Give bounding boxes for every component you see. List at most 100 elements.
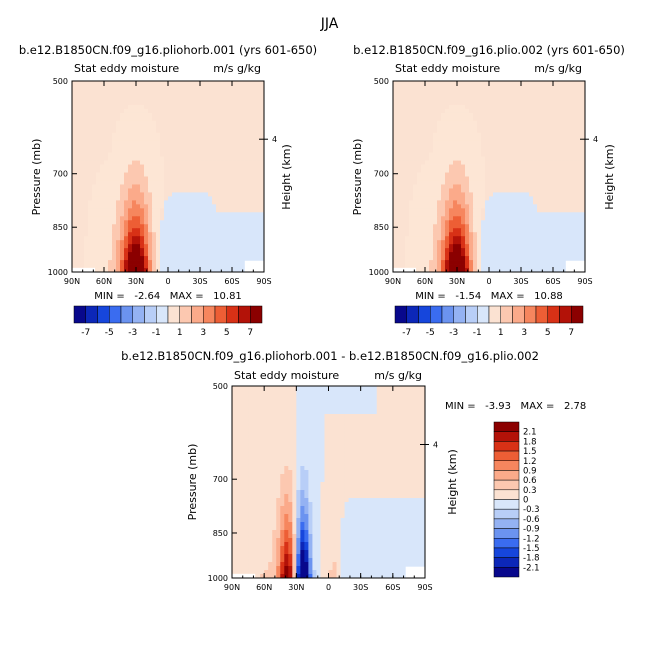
contour-cell (92, 208, 97, 213)
contour-cell (260, 152, 265, 158)
contour-cell (465, 216, 470, 221)
contour-cell (152, 188, 157, 193)
contour-cell (96, 180, 101, 185)
contour-cell (248, 81, 253, 86)
contour-cell (208, 216, 213, 221)
contour-cell (164, 220, 169, 225)
contour-cell (437, 164, 442, 169)
contour-cell (248, 144, 253, 150)
contour-cell (84, 232, 89, 237)
contour-cell (397, 148, 402, 154)
contour-cell (108, 244, 113, 249)
contour-cell (521, 192, 526, 197)
contour-cell (92, 212, 97, 217)
contour-cell (397, 220, 402, 225)
contour-cell (577, 164, 582, 169)
contour-cell (517, 88, 522, 94)
contour-cell (409, 160, 414, 165)
contour-cell (461, 220, 466, 225)
contour-cell (401, 148, 406, 154)
contour-cell (489, 124, 494, 130)
contour-cell (232, 386, 237, 391)
contour-cell (573, 216, 578, 221)
contour-cell (140, 100, 145, 106)
contour-cell (184, 224, 189, 229)
contour-cell (505, 240, 510, 245)
contour-cell (489, 164, 494, 169)
contour-cell (216, 260, 221, 265)
contour-cell (557, 208, 562, 213)
contour-cell (465, 172, 470, 177)
contour-cell (461, 256, 466, 261)
contour-cell (76, 100, 81, 106)
contour-cell (216, 248, 221, 253)
contour-cell (393, 216, 398, 221)
contour-cell (457, 220, 462, 225)
contour-cell (240, 200, 245, 205)
contour-cell (244, 148, 249, 154)
contour-cell (124, 128, 129, 134)
contour-cell (188, 136, 193, 142)
contour-cell (228, 92, 233, 98)
contour-cell (485, 240, 490, 245)
contour-cell (529, 180, 534, 185)
contour-cell (437, 268, 442, 273)
contour-cell (565, 132, 570, 138)
contour-cell (132, 220, 137, 225)
contour-cell (469, 176, 474, 181)
contour-cell (136, 252, 141, 257)
contour-cell (417, 112, 422, 118)
contour-cell (473, 180, 478, 185)
contour-cell (525, 124, 530, 130)
contour-cell (88, 176, 93, 181)
contour-cell (545, 244, 550, 249)
contour-cell (505, 168, 510, 173)
contour-cell (409, 112, 414, 118)
contour-cell (128, 216, 133, 221)
contour-cell (557, 124, 562, 130)
contour-cell (461, 268, 466, 273)
contour-cell (104, 212, 109, 217)
contour-cell (108, 140, 113, 146)
colorbar-swatch (238, 305, 251, 324)
contour-cell (208, 180, 213, 185)
contour-cell (148, 96, 153, 102)
contour-cell (409, 120, 414, 126)
contour-cell (144, 108, 149, 114)
contour-cell (260, 200, 265, 205)
contour-cell (96, 184, 101, 189)
contour-cell (92, 128, 97, 134)
contour-cell (573, 168, 578, 173)
contour-cell (92, 228, 97, 233)
contour-cell (140, 228, 145, 233)
contour-cell (485, 232, 490, 237)
contour-cell (76, 84, 81, 90)
contour-cell (244, 140, 249, 146)
contour-cell (473, 100, 478, 106)
contour-cell (401, 220, 406, 225)
contour-cell (529, 216, 534, 221)
contour-cell (200, 136, 205, 142)
contour-cell (256, 176, 261, 181)
contour-cell (477, 228, 482, 233)
contour-cell (236, 200, 241, 205)
contour-cell (529, 148, 534, 154)
contour-cell (72, 216, 77, 221)
contour-cell (553, 224, 558, 229)
contour-cell (172, 236, 177, 241)
contour-cell (112, 252, 117, 257)
contour-cell (244, 168, 249, 173)
contour-cell (160, 268, 165, 273)
contour-cell (172, 144, 177, 150)
contour-cell (140, 172, 145, 177)
contour-cell (525, 140, 530, 146)
contour-cell (104, 140, 109, 146)
contour-cell (168, 204, 173, 209)
contour-cell (200, 152, 205, 158)
contour-cell (569, 216, 574, 221)
contour-cell (100, 180, 105, 185)
contour-cell (537, 104, 542, 110)
contour-cell (449, 144, 454, 150)
contour-cell (501, 212, 506, 217)
contour-cell (188, 164, 193, 169)
